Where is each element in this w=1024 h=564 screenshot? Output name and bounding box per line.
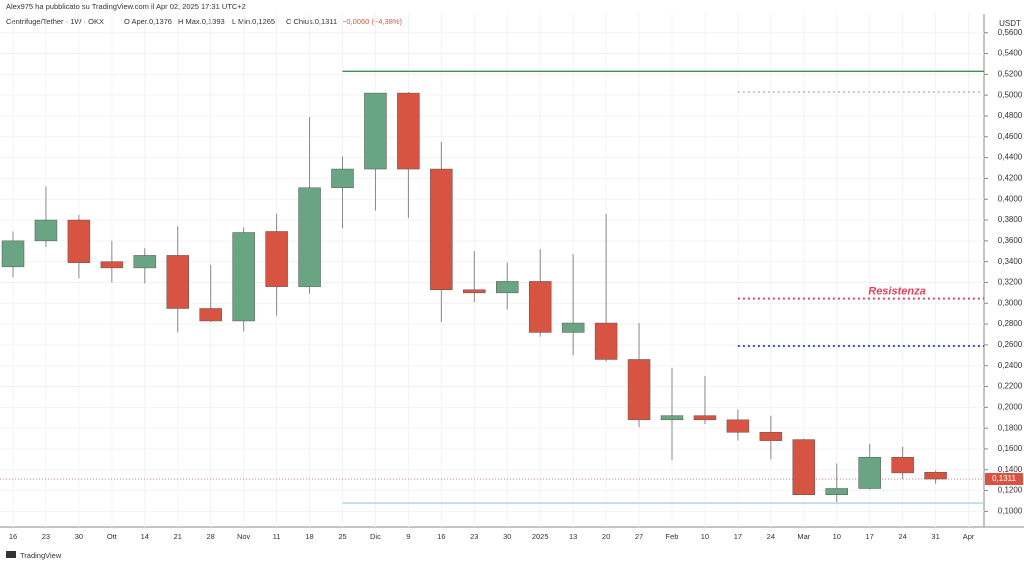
x-tick-label: 25 — [338, 532, 346, 541]
ohlc-item: C Chius.0,1311 — [286, 17, 337, 26]
candle-body — [199, 308, 222, 322]
y-tick-label: 0,3200 — [998, 278, 1023, 287]
x-tick-label: Nov — [237, 532, 251, 541]
x-tick-label: 28 — [207, 532, 215, 541]
y-tick-label: 0,1600 — [998, 444, 1023, 453]
y-tick-label: 0,4400 — [998, 153, 1023, 162]
x-tick-label: 17 — [866, 532, 874, 541]
y-tick-label: 0,3000 — [998, 298, 1023, 307]
y-tick-label: 0,3600 — [998, 236, 1023, 245]
candle-body — [660, 415, 684, 421]
x-tick-label: 27 — [635, 532, 643, 541]
candle-body — [1, 240, 25, 268]
candle-body — [496, 281, 519, 294]
candle-body — [166, 255, 189, 309]
level-label: Resistenza — [868, 286, 925, 298]
y-tick-label: 0,5000 — [998, 90, 1023, 99]
logo — [6, 551, 16, 558]
candle-body — [561, 322, 585, 333]
x-tick-label: 30 — [503, 532, 511, 541]
y-tick-label: 0,2600 — [998, 340, 1023, 349]
candle-body — [34, 219, 58, 242]
ohlc-item: H Max.0,1393 — [178, 17, 225, 26]
candle-body — [792, 439, 816, 495]
x-tick-label: 18 — [305, 532, 313, 541]
x-tick-label: 24 — [898, 532, 906, 541]
x-tick-label: 2025 — [532, 532, 549, 541]
x-tick-label: 13 — [569, 532, 577, 541]
y-tick-label: 0,2200 — [998, 382, 1023, 391]
candle-body — [265, 231, 288, 287]
x-tick-label: 10 — [833, 532, 841, 541]
x-tick-label: 16 — [9, 532, 17, 541]
y-tick-label: 0,2400 — [998, 361, 1023, 370]
y-tick-label: 0,4200 — [998, 174, 1023, 183]
y-tick-label: 0,2800 — [998, 319, 1023, 328]
candle-body — [67, 219, 91, 263]
x-tick-label: 11 — [273, 532, 281, 541]
candle-body — [232, 232, 255, 322]
candle-body — [528, 281, 552, 333]
candle-body — [397, 92, 420, 170]
author-line: Alex975 ha pubblicato su TradingView.com… — [6, 2, 246, 11]
x-tick-label: 24 — [767, 532, 775, 541]
candle-body — [133, 255, 157, 269]
x-tick-label: 21 — [174, 532, 182, 541]
ohlc-item: L Min.0,1265 — [232, 17, 275, 26]
ohlc-item: −0,0060 (−4,38%) — [342, 17, 403, 26]
candle-body — [924, 472, 947, 480]
x-tick-label: 30 — [75, 532, 83, 541]
x-tick-label: 14 — [141, 532, 149, 541]
candle-body — [825, 488, 848, 495]
candle-body — [100, 261, 124, 269]
y-tick-label: 0,3400 — [998, 257, 1023, 266]
candle-body — [331, 168, 354, 189]
y-tick-label: 0,1800 — [998, 423, 1023, 432]
y-tick-label: 0,4800 — [998, 111, 1023, 120]
x-tick-label: Apr — [963, 532, 975, 541]
footer: TradingView — [20, 551, 62, 560]
last-price-box — [985, 473, 1023, 486]
x-tick-label: 20 — [602, 532, 610, 541]
candle-body — [627, 359, 651, 421]
y-tick-label: 0,1000 — [998, 507, 1023, 516]
candle-body — [594, 322, 618, 360]
y-tick-label: 0,4000 — [998, 194, 1023, 203]
candle-body — [364, 92, 387, 170]
candle-body — [858, 457, 881, 489]
x-tick-label: Feb — [666, 532, 679, 541]
candle-body — [463, 289, 486, 294]
symbol: Centrifuge/Tether · 1W · OKX — [6, 17, 104, 26]
candle-body — [693, 415, 717, 421]
candle-body — [759, 432, 783, 441]
x-tick-label: Ott — [107, 532, 118, 541]
y-tick-label: 0,2000 — [998, 402, 1023, 411]
x-tick-label: 31 — [931, 532, 939, 541]
ohlc-item: O Aper.0,1376 — [124, 17, 172, 26]
y-tick-label: 0,5200 — [998, 69, 1023, 78]
x-tick-label: 9 — [406, 532, 410, 541]
candle-body — [298, 187, 321, 287]
y-tick-label: 0,1200 — [998, 486, 1023, 495]
x-tick-label: 16 — [437, 532, 445, 541]
y-tick-label: 0,5600 — [998, 28, 1023, 37]
y-tick-label: 0,3800 — [998, 215, 1023, 224]
x-tick-label: Mar — [797, 532, 810, 541]
axis-unit: USDT — [999, 19, 1021, 28]
candle-body — [891, 457, 914, 474]
x-tick-label: Dic — [370, 532, 381, 541]
candle-body — [430, 168, 453, 291]
y-tick-label: 0,5400 — [998, 49, 1023, 58]
y-tick-label: 0,1400 — [998, 465, 1023, 474]
candle-body — [726, 419, 750, 433]
x-tick-label: 23 — [42, 532, 50, 541]
y-tick-label: 0,4600 — [998, 132, 1023, 141]
x-tick-label: 10 — [701, 532, 709, 541]
x-tick-label: 23 — [470, 532, 478, 541]
x-tick-label: 17 — [734, 532, 742, 541]
last-price-label: 0,1311 — [992, 474, 1016, 483]
